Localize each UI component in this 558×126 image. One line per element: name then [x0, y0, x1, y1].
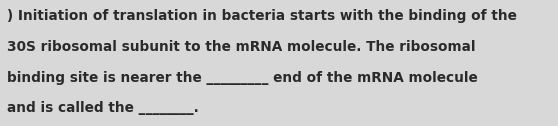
Text: 30S ribosomal subunit to the mRNA molecule. The ribosomal: 30S ribosomal subunit to the mRNA molecu… — [7, 40, 475, 54]
Text: binding site is nearer the _________ end of the mRNA molecule: binding site is nearer the _________ end… — [7, 71, 478, 85]
Text: ) Initiation of translation in bacteria starts with the binding of the: ) Initiation of translation in bacteria … — [7, 9, 517, 23]
Text: and is called the ________.: and is called the ________. — [7, 101, 199, 115]
